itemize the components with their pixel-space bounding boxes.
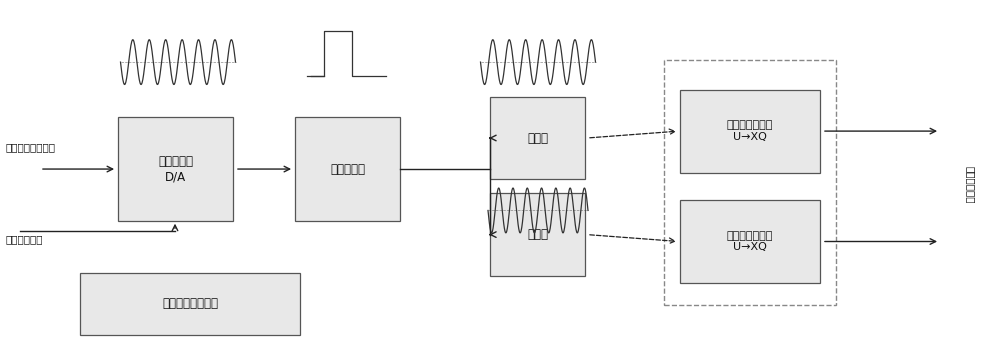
Bar: [490, 97, 585, 179]
Bar: [295, 117, 400, 221]
Text: 使能控制信号: 使能控制信号: [5, 235, 42, 245]
Bar: [118, 117, 233, 221]
Text: 无源电荷发生器
U→XQ: 无源电荷发生器 U→XQ: [727, 231, 773, 252]
Bar: [80, 273, 300, 335]
Text: 带通滤波器: 带通滤波器: [330, 162, 365, 176]
Text: 模数转换器
D/A: 模数转换器 D/A: [158, 155, 193, 183]
Bar: [680, 200, 820, 283]
Text: 反向器: 反向器: [527, 228, 548, 241]
Text: 无源电荷发生器
U→XQ: 无源电荷发生器 U→XQ: [727, 120, 773, 142]
Bar: [680, 90, 820, 172]
Text: 跟随器: 跟随器: [527, 131, 548, 145]
Bar: [664, 60, 836, 305]
Text: 电荷差分输出: 电荷差分输出: [965, 166, 975, 203]
Text: 任意波形数字信号: 任意波形数字信号: [5, 142, 55, 152]
Bar: [490, 193, 585, 276]
Text: 超低纹波稳压电源: 超低纹波稳压电源: [162, 297, 218, 310]
